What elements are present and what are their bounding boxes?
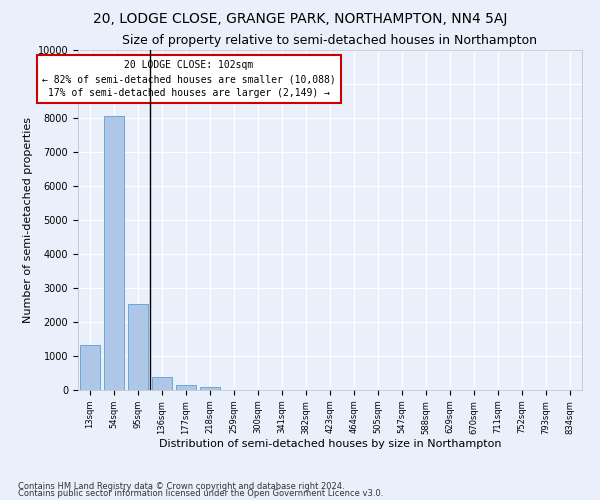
- Text: Contains HM Land Registry data © Crown copyright and database right 2024.: Contains HM Land Registry data © Crown c…: [18, 482, 344, 491]
- Bar: [80, 345, 100, 390]
- Bar: [200, 386, 220, 390]
- Bar: [152, 376, 172, 390]
- Bar: [176, 385, 196, 390]
- Text: 20 LODGE CLOSE: 102sqm
← 82% of semi-detached houses are smaller (10,088)
17% of: 20 LODGE CLOSE: 102sqm ← 82% of semi-det…: [42, 60, 336, 98]
- Text: Contains public sector information licensed under the Open Government Licence v3: Contains public sector information licen…: [18, 489, 383, 498]
- Y-axis label: Number of semi-detached properties: Number of semi-detached properties: [23, 117, 34, 323]
- X-axis label: Distribution of semi-detached houses by size in Northampton: Distribution of semi-detached houses by …: [159, 439, 501, 449]
- Bar: [128, 304, 148, 390]
- Text: 20, LODGE CLOSE, GRANGE PARK, NORTHAMPTON, NN4 5AJ: 20, LODGE CLOSE, GRANGE PARK, NORTHAMPTO…: [93, 12, 507, 26]
- Bar: [104, 116, 124, 390]
- Title: Size of property relative to semi-detached houses in Northampton: Size of property relative to semi-detach…: [122, 34, 538, 48]
